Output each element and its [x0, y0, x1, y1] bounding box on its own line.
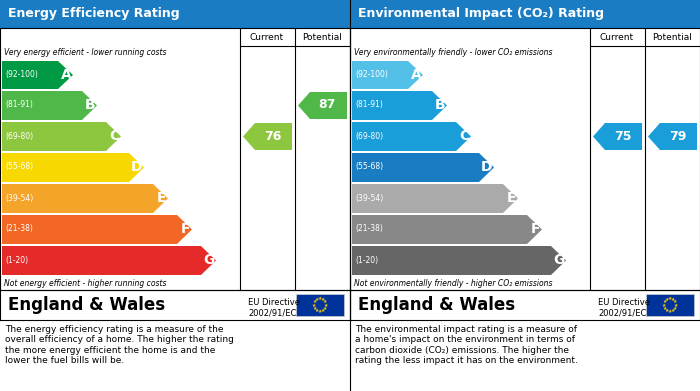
Text: Not energy efficient - higher running costs: Not energy efficient - higher running co…: [4, 279, 167, 288]
Text: ★: ★: [324, 303, 328, 307]
Text: ★: ★: [323, 306, 328, 310]
Text: (39-54): (39-54): [5, 194, 34, 203]
Bar: [350, 28, 700, 290]
Text: Potential: Potential: [302, 32, 342, 41]
Text: ★: ★: [315, 308, 319, 313]
Text: ★: ★: [673, 300, 678, 305]
Text: ★: ★: [312, 303, 316, 307]
Text: ★: ★: [674, 303, 678, 307]
Text: F: F: [181, 222, 190, 236]
Text: EU Directive
2002/91/EC: EU Directive 2002/91/EC: [598, 298, 650, 317]
Text: ★: ★: [318, 296, 322, 301]
Polygon shape: [352, 122, 471, 151]
Text: (81-91): (81-91): [355, 100, 383, 109]
Text: Current: Current: [250, 32, 284, 41]
Text: ★: ★: [321, 308, 326, 313]
Text: ★: ★: [323, 300, 328, 305]
Text: F: F: [531, 222, 540, 236]
Text: (69-80): (69-80): [5, 131, 33, 140]
Polygon shape: [352, 153, 494, 182]
Text: ★: ★: [318, 308, 322, 314]
Text: Very environmentally friendly - lower CO₂ emissions: Very environmentally friendly - lower CO…: [354, 48, 552, 57]
Polygon shape: [352, 184, 518, 213]
Bar: [0, 28, 350, 290]
Text: ★: ★: [668, 308, 672, 314]
Text: 76: 76: [264, 129, 281, 142]
Polygon shape: [2, 215, 192, 244]
Text: ★: ★: [312, 300, 317, 305]
Text: (55-68): (55-68): [355, 163, 383, 172]
Text: ★: ★: [671, 308, 676, 313]
Polygon shape: [2, 153, 144, 182]
Polygon shape: [352, 246, 566, 275]
Text: (92-100): (92-100): [5, 70, 38, 79]
Bar: [0, 290, 350, 320]
Text: C: C: [459, 129, 469, 143]
Text: Not environmentally friendly - higher CO₂ emissions: Not environmentally friendly - higher CO…: [354, 279, 552, 288]
Text: ★: ★: [665, 308, 669, 313]
Text: (21-38): (21-38): [355, 224, 383, 233]
Bar: [0, 0, 350, 28]
Polygon shape: [352, 215, 542, 244]
Polygon shape: [2, 122, 121, 151]
Text: ★: ★: [312, 306, 317, 310]
Text: ★: ★: [673, 306, 678, 310]
Polygon shape: [2, 61, 73, 89]
Text: England & Wales: England & Wales: [8, 296, 165, 314]
Bar: [646, 294, 694, 316]
Text: (1-20): (1-20): [355, 255, 378, 264]
Bar: [350, 290, 700, 320]
Text: ★: ★: [665, 297, 669, 302]
Polygon shape: [352, 61, 423, 89]
Text: A: A: [411, 68, 421, 82]
Text: E: E: [506, 191, 516, 205]
Polygon shape: [2, 184, 168, 213]
Text: The energy efficiency rating is a measure of the
overall efficiency of a home. T: The energy efficiency rating is a measur…: [5, 325, 234, 365]
Text: ★: ★: [668, 296, 672, 301]
Bar: [296, 294, 344, 316]
Text: ★: ★: [662, 306, 667, 310]
Text: C: C: [109, 129, 119, 143]
Text: (39-54): (39-54): [355, 194, 384, 203]
Text: Energy Efficiency Rating: Energy Efficiency Rating: [8, 7, 180, 20]
Text: ★: ★: [662, 303, 666, 307]
Text: A: A: [61, 68, 71, 82]
Text: (55-68): (55-68): [5, 163, 33, 172]
Text: E: E: [156, 191, 166, 205]
Polygon shape: [2, 246, 216, 275]
Polygon shape: [298, 92, 347, 119]
Polygon shape: [2, 91, 97, 120]
Text: 79: 79: [668, 129, 686, 142]
Text: G: G: [203, 253, 215, 267]
Polygon shape: [352, 91, 447, 120]
Text: (1-20): (1-20): [5, 255, 28, 264]
Text: D: D: [132, 160, 143, 174]
Text: D: D: [482, 160, 493, 174]
Text: ★: ★: [671, 297, 676, 302]
Text: (81-91): (81-91): [5, 100, 33, 109]
Text: 75: 75: [614, 129, 631, 142]
Text: 87: 87: [318, 99, 336, 111]
Text: The environmental impact rating is a measure of
a home's impact on the environme: The environmental impact rating is a mea…: [355, 325, 578, 365]
Text: Environmental Impact (CO₂) Rating: Environmental Impact (CO₂) Rating: [358, 7, 604, 20]
Text: (21-38): (21-38): [5, 224, 33, 233]
Text: ★: ★: [662, 300, 667, 305]
Text: B: B: [435, 98, 445, 112]
Text: Very energy efficient - lower running costs: Very energy efficient - lower running co…: [4, 48, 167, 57]
Text: England & Wales: England & Wales: [358, 296, 515, 314]
Text: Current: Current: [600, 32, 634, 41]
Bar: [350, 0, 700, 28]
Text: EU Directive
2002/91/EC: EU Directive 2002/91/EC: [248, 298, 300, 317]
Text: G: G: [553, 253, 565, 267]
Text: Potential: Potential: [652, 32, 692, 41]
Text: (69-80): (69-80): [355, 131, 383, 140]
Text: B: B: [85, 98, 95, 112]
Text: ★: ★: [321, 297, 326, 302]
Text: ★: ★: [315, 297, 319, 302]
Polygon shape: [243, 123, 292, 150]
Polygon shape: [593, 123, 642, 150]
Polygon shape: [648, 123, 697, 150]
Text: (92-100): (92-100): [355, 70, 388, 79]
